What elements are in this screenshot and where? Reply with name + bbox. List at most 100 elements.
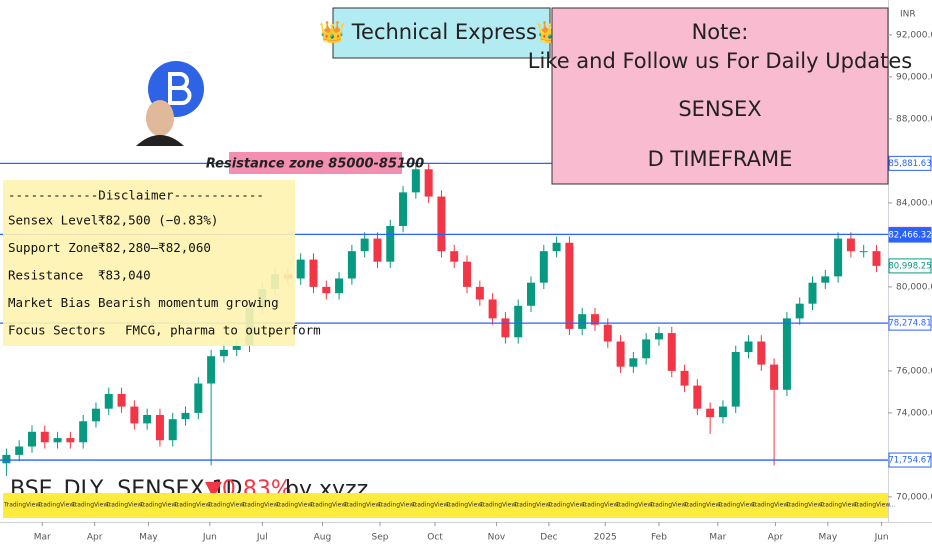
- price-tag: [888, 227, 932, 243]
- ticker-text: TradingView...: [71, 502, 114, 509]
- ticker-text: TradingView...: [785, 502, 828, 509]
- y-tick-label: 70,000.00: [896, 492, 932, 502]
- price-tag-label: 71,754.67: [888, 456, 931, 466]
- candle-body: [104, 393, 113, 409]
- candle-body: [194, 383, 203, 413]
- price-tag: [888, 315, 932, 331]
- candle-body: [616, 341, 625, 367]
- disclaimer-value: FMCG, pharma to outperform: [125, 323, 321, 338]
- candle-body: [693, 385, 702, 409]
- ticker-text: TradingView...: [649, 502, 692, 509]
- candle-body: [2, 454, 11, 464]
- ticker-text: TradingView...: [751, 502, 794, 509]
- ticker-text: TradingView...: [819, 502, 862, 509]
- ticker-text: TradingView...: [207, 502, 250, 509]
- ticker-text: TradingView...: [547, 502, 590, 509]
- candle-body: [770, 364, 779, 390]
- ticker-text: TradingView...: [275, 502, 318, 509]
- disclaimer-key: Sensex Level: [8, 213, 98, 228]
- disclaimer-rows: Sensex Level ₹82,500 (−0.83%)Support Zone…: [8, 213, 321, 338]
- ticker-text: TradingView...: [3, 502, 46, 509]
- note-line: SENSEX: [678, 97, 761, 121]
- candle-body: [590, 314, 599, 325]
- candle-body: [168, 419, 177, 441]
- candle-body: [91, 408, 100, 422]
- ticker-text: TradingView...: [37, 502, 80, 509]
- candle-body: [680, 370, 689, 386]
- candle-body: [642, 339, 651, 359]
- price-tag: [888, 452, 932, 468]
- candle-body: [322, 286, 331, 294]
- candle-body: [373, 238, 382, 262]
- candle-body: [360, 238, 369, 252]
- note-box: [551, 7, 889, 185]
- price-tag-label: 78,274.81: [888, 319, 931, 329]
- ticker-text: TradingView...: [853, 502, 896, 509]
- candle-body: [15, 446, 24, 455]
- candle-body: [578, 314, 587, 329]
- candle-body: [450, 251, 459, 262]
- candle-body: [629, 358, 638, 367]
- disclaimer-title: ------------Disclaimer------------: [8, 188, 264, 203]
- resistance-label: Resistance zone 85000-85100: [206, 157, 424, 172]
- candle-body: [437, 196, 446, 252]
- candle-body: [143, 414, 152, 424]
- note-line: Note:: [692, 20, 749, 44]
- candle-body: [834, 238, 843, 277]
- x-tick-label: 2025: [594, 533, 617, 543]
- ticker-text: TradingView...: [377, 502, 420, 509]
- x-tick-label: Mar: [709, 533, 726, 543]
- candle-body: [718, 406, 727, 418]
- y-tick-label: 76,000.00: [896, 366, 932, 376]
- ticker-text: TradingView...: [105, 502, 148, 509]
- ticker-strip: [3, 493, 888, 518]
- candle-body: [181, 412, 190, 420]
- x-tick-label: Mar: [34, 533, 51, 543]
- ticker-text: TradingView...: [343, 502, 386, 509]
- price-tag: [888, 258, 932, 274]
- x-tick-label: Feb: [651, 533, 667, 543]
- ticker-text: TradingView...: [513, 502, 556, 509]
- candle-body: [808, 282, 817, 304]
- y-tick-label: 74,000.00: [896, 408, 932, 418]
- ticker-text: TradingView...: [241, 502, 284, 509]
- candle-body: [565, 242, 574, 329]
- axes: 70,000.00 74,000.00 76,000.00 80,000.00 84,0…: [34, 30, 932, 542]
- ticker-text: TradingView...: [445, 502, 488, 509]
- note-line: Like and Follow us For Daily Updates: [528, 49, 913, 73]
- note-line: D TIMEFRAME: [648, 147, 793, 171]
- disclaimer-key: Resistance: [8, 268, 83, 283]
- candle-body: [232, 345, 241, 350]
- candle-body: [859, 251, 868, 253]
- price-tag-label: 82,466.32: [888, 231, 931, 241]
- candle-body: [872, 251, 881, 266]
- candles: [2, 162, 881, 476]
- candle-body: [731, 351, 740, 407]
- y-tick-label: 88,000.00: [896, 114, 932, 124]
- candle-body: [79, 421, 88, 443]
- y-tick-label: 92,000.00: [896, 30, 932, 40]
- banner-box: [332, 7, 551, 59]
- candle-body: [603, 324, 612, 342]
- candle-body: [514, 305, 523, 338]
- x-tick-label: May: [139, 533, 158, 543]
- candle-body: [782, 318, 791, 390]
- logo-symbol: [168, 72, 192, 105]
- candle-body: [399, 192, 408, 226]
- y-tick-label: 80,000.00: [896, 282, 932, 292]
- x-tick-label: Aug: [314, 533, 332, 543]
- x-tick-label: Jun: [874, 533, 889, 543]
- x-tick-label: Apr: [768, 533, 784, 543]
- ticker-text: TradingView...: [683, 502, 726, 509]
- x-tick-label: Apr: [87, 533, 103, 543]
- candle-body: [117, 393, 126, 407]
- candle-body: [207, 356, 216, 384]
- candle-body: [757, 341, 766, 365]
- x-tick-label: Sep: [372, 533, 389, 543]
- price-tag: [888, 155, 932, 171]
- price-tag-label: 80,998.25: [888, 261, 931, 271]
- x-tick-label: Jul: [256, 533, 268, 543]
- candle-body: [347, 251, 356, 279]
- ticker: TradingView...TradingView...TradingView.…: [3, 502, 896, 509]
- candle-body: [654, 333, 663, 340]
